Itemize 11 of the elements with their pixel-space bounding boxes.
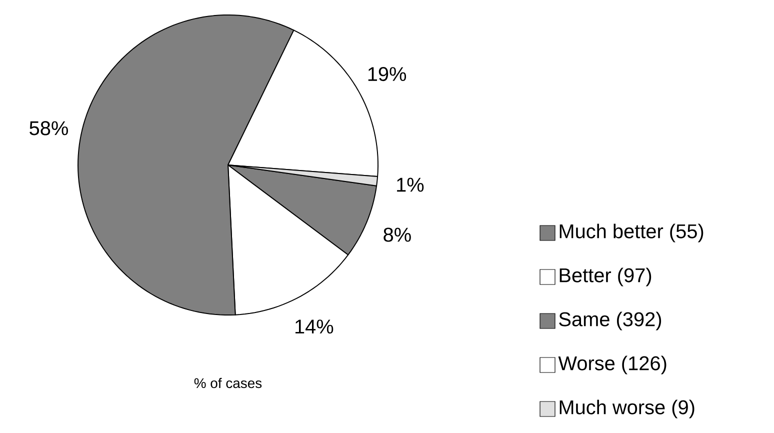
legend-label: Better (97)	[560, 268, 652, 286]
data-label: 58%	[30, 121, 68, 136]
data-label: 1%	[397, 178, 424, 192]
legend-label: Much worse (9)	[560, 400, 694, 418]
data-label: 8%	[384, 228, 411, 242]
legend-label: Worse (126)	[558, 356, 666, 374]
legend-label: Same (392)	[559, 312, 662, 330]
data-label: 14%	[295, 320, 334, 334]
text: % of cases	[194, 378, 262, 388]
data-label: 19%	[368, 66, 406, 82]
legend-label: Much better (55)	[560, 224, 704, 242]
